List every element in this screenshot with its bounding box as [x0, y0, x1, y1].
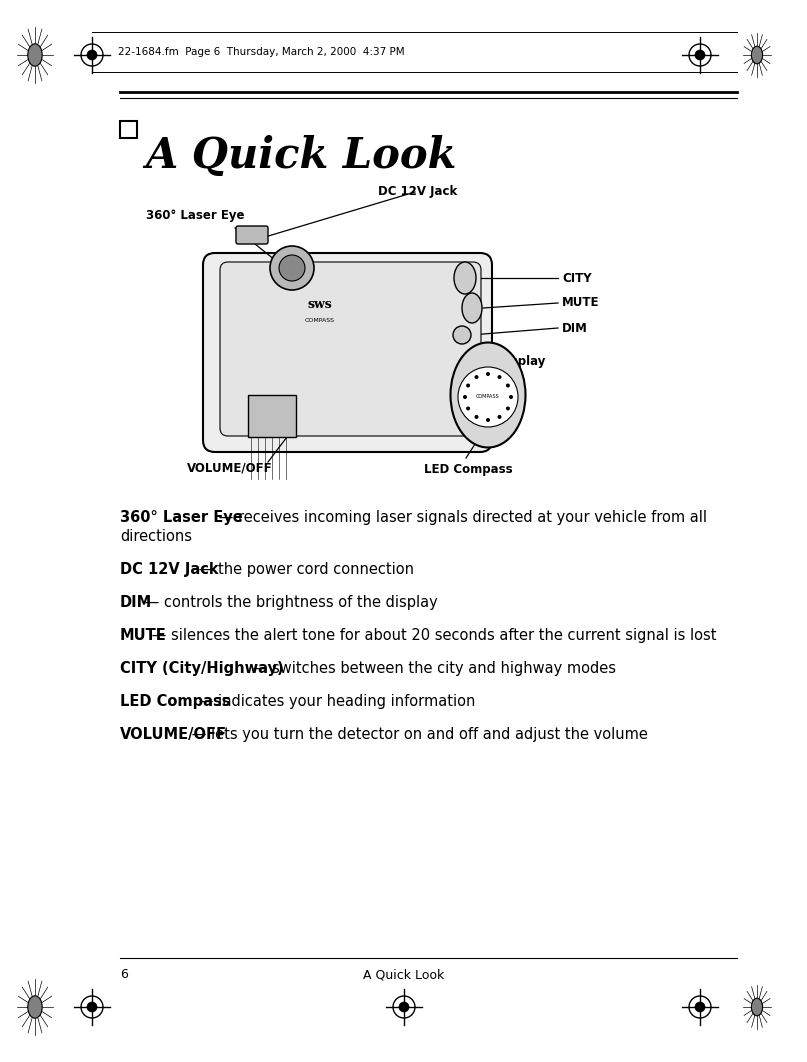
Text: — lets you turn the detector on and off and adjust the volume: — lets you turn the detector on and off … — [187, 727, 648, 742]
Ellipse shape — [27, 996, 42, 1018]
Text: MUTE: MUTE — [562, 296, 600, 309]
FancyBboxPatch shape — [203, 253, 492, 452]
Circle shape — [497, 375, 501, 379]
Text: 6: 6 — [120, 969, 128, 981]
Text: MUTE: MUTE — [120, 628, 167, 643]
Circle shape — [486, 372, 490, 376]
Text: VOLUME/OFF: VOLUME/OFF — [187, 462, 273, 475]
Circle shape — [87, 1003, 97, 1012]
Text: COMPASS: COMPASS — [476, 394, 500, 399]
Circle shape — [506, 383, 510, 388]
Text: CITY: CITY — [562, 272, 592, 285]
Circle shape — [466, 407, 470, 411]
Circle shape — [486, 418, 490, 422]
Circle shape — [453, 326, 471, 344]
Text: DIM: DIM — [120, 595, 153, 610]
Circle shape — [506, 407, 510, 411]
Circle shape — [463, 395, 467, 399]
Text: VOLUME/OFF: VOLUME/OFF — [120, 727, 227, 742]
Text: — the power cord connection: — the power cord connection — [194, 562, 414, 577]
Text: — receives incoming laser signals directed at your vehicle from all: — receives incoming laser signals direct… — [214, 510, 707, 525]
Text: 360° Laser Eye: 360° Laser Eye — [146, 208, 245, 222]
Text: DC 12V Jack: DC 12V Jack — [378, 186, 458, 199]
Circle shape — [458, 367, 518, 427]
Circle shape — [87, 50, 97, 59]
Bar — [120, 121, 137, 138]
FancyBboxPatch shape — [236, 226, 268, 244]
Text: 360° Laser Eye: 360° Laser Eye — [120, 510, 243, 525]
Circle shape — [399, 1003, 409, 1012]
Text: COMPASS: COMPASS — [305, 318, 335, 323]
Ellipse shape — [751, 47, 763, 64]
Ellipse shape — [751, 998, 763, 1015]
Text: LED Compass: LED Compass — [120, 693, 231, 709]
FancyBboxPatch shape — [220, 262, 481, 436]
Circle shape — [270, 246, 314, 290]
Text: — switches between the city and highway modes: — switches between the city and highway … — [248, 661, 616, 676]
Circle shape — [475, 415, 479, 418]
Ellipse shape — [462, 293, 482, 323]
Circle shape — [497, 415, 501, 418]
Text: LED Compass: LED Compass — [424, 463, 512, 477]
Text: CITY (City/Highway): CITY (City/Highway) — [120, 661, 283, 676]
Text: A Quick Look: A Quick Look — [145, 135, 457, 177]
Text: — indicates your heading information: — indicates your heading information — [194, 693, 475, 709]
Circle shape — [279, 255, 305, 281]
Circle shape — [475, 375, 479, 379]
Text: A Quick Look: A Quick Look — [363, 969, 445, 981]
Bar — [248, 395, 296, 436]
Text: DC 12V Jack: DC 12V Jack — [120, 562, 219, 577]
Text: — silences the alert tone for about 20 seconds after the current signal is lost: — silences the alert tone for about 20 s… — [147, 628, 717, 643]
Text: sws: sws — [307, 298, 332, 311]
Ellipse shape — [454, 262, 476, 294]
Circle shape — [695, 1003, 705, 1012]
Text: directions: directions — [120, 529, 192, 544]
Text: — controls the brightness of the display: — controls the brightness of the display — [140, 595, 438, 610]
Ellipse shape — [27, 44, 42, 66]
Text: DIM: DIM — [562, 322, 587, 335]
Circle shape — [466, 383, 470, 388]
Text: Display: Display — [498, 356, 546, 369]
Circle shape — [695, 50, 705, 59]
Text: 22-1684.fm  Page 6  Thursday, March 2, 2000  4:37 PM: 22-1684.fm Page 6 Thursday, March 2, 200… — [118, 47, 404, 57]
Circle shape — [509, 395, 513, 399]
Ellipse shape — [450, 343, 525, 447]
